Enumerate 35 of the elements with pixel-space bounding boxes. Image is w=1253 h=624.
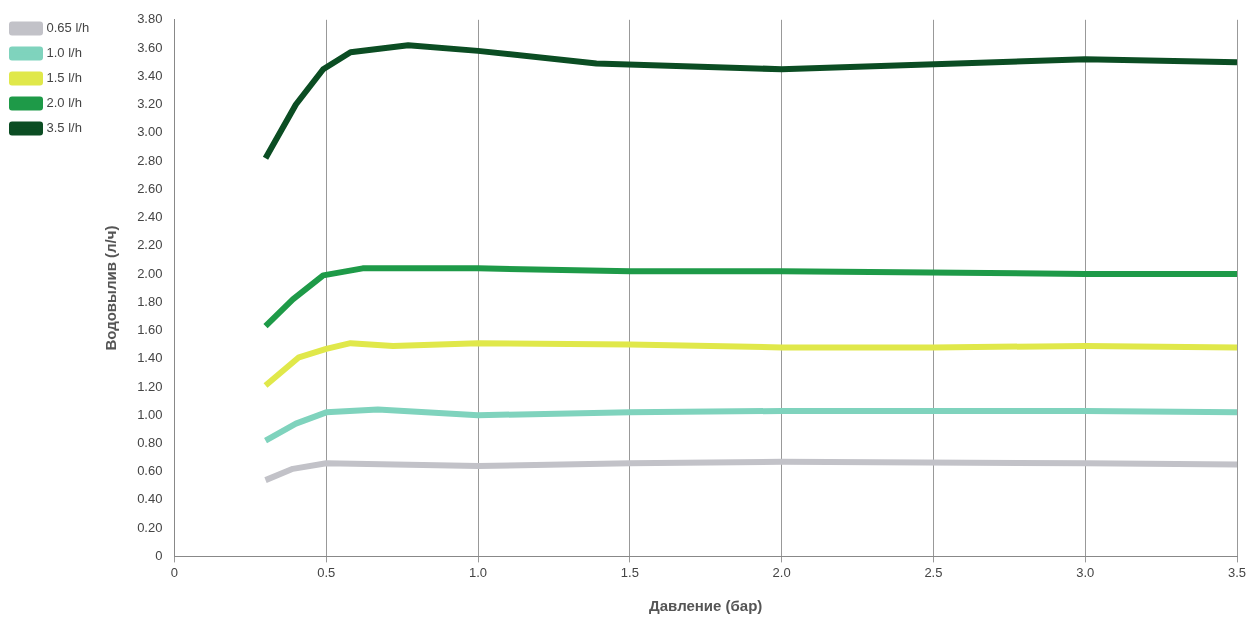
y-tick-label: 3.00 <box>137 124 163 140</box>
y-tick-label: 0.20 <box>137 519 163 535</box>
x-tick-label: 1.0 <box>468 564 488 580</box>
y-tick-label: 2.80 <box>137 152 163 168</box>
y-tick-label: 1.80 <box>137 293 163 309</box>
y-tick-label: 1.40 <box>137 350 163 366</box>
y-tick-label: 0 <box>155 547 163 563</box>
y-tick-label: 3.20 <box>137 96 163 112</box>
y-tick-label: 0.40 <box>137 491 163 507</box>
y-tick-label: 2.60 <box>137 180 163 196</box>
legend-label: 3.5 l/h <box>46 120 82 136</box>
legend-label: 1.5 l/h <box>46 70 82 86</box>
y-tick-label: 1.20 <box>137 378 163 394</box>
x-tick-label: 3.0 <box>1076 564 1095 580</box>
legend-label: 2.0 l/h <box>46 95 82 111</box>
y-tick-label: 1.60 <box>137 322 163 338</box>
x-tick-label: 2.0 <box>772 564 791 580</box>
x-tick-label: 1.5 <box>620 564 639 580</box>
y-tick-label: 1.00 <box>137 406 163 422</box>
y-axis-title: Водовылив (л/ч) <box>102 225 120 351</box>
x-tick-label: 3.5 <box>1227 564 1247 580</box>
x-tick-label: 0.5 <box>317 564 336 580</box>
y-tick-label: 3.60 <box>137 39 163 55</box>
x-axis-title: Давление (бар) <box>649 597 763 615</box>
legend-label: 0.65 l/h <box>46 20 90 36</box>
x-tick-label: 2.5 <box>924 564 943 580</box>
y-tick-label: 0.80 <box>137 435 163 451</box>
y-tick-label: 2.40 <box>137 209 163 225</box>
y-tick-label: 3.40 <box>137 67 163 83</box>
y-tick-label: 3.80 <box>137 11 163 27</box>
x-tick-label: 0 <box>170 564 179 580</box>
y-tick-label: 0.60 <box>137 463 163 479</box>
legend-label: 1.0 l/h <box>46 45 82 61</box>
y-tick-label: 2.00 <box>137 265 163 281</box>
y-tick-label: 2.20 <box>137 237 163 253</box>
